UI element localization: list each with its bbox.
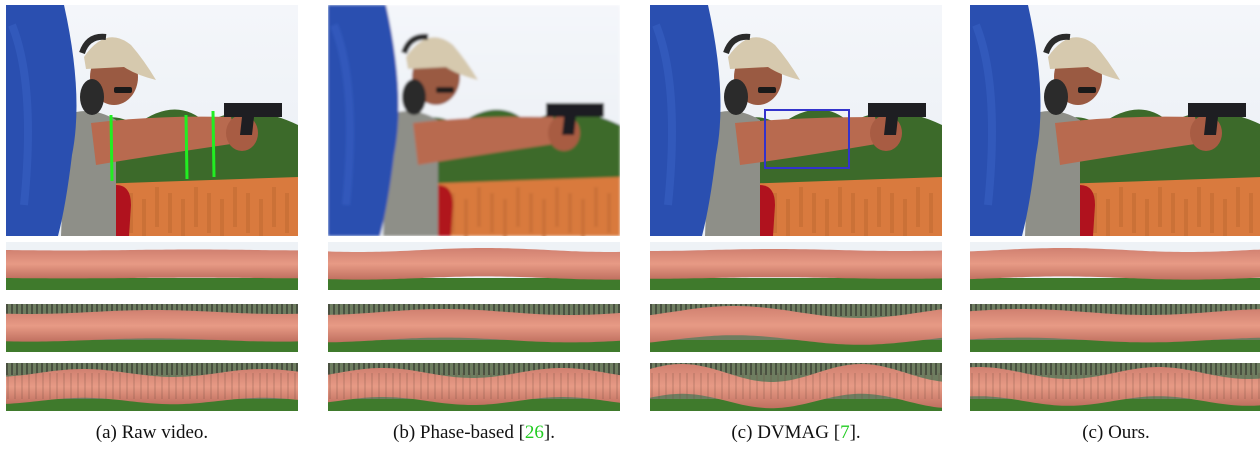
spatiotemporal-slice-3 bbox=[328, 363, 620, 411]
spatiotemporal-slice-3 bbox=[970, 363, 1260, 411]
video-frame bbox=[6, 5, 298, 236]
spatiotemporal-slice-1 bbox=[970, 242, 1260, 290]
spatiotemporal-slice-3 bbox=[650, 363, 942, 411]
panel-raw-video: (a) Raw video. bbox=[6, 0, 298, 451]
spatiotemporal-slice-1 bbox=[6, 242, 298, 290]
citation-link[interactable]: 7 bbox=[840, 422, 850, 443]
video-frame bbox=[650, 5, 942, 236]
citation-link[interactable]: 26 bbox=[524, 422, 544, 443]
panel-caption: (a) Raw video. bbox=[95, 422, 209, 443]
spatiotemporal-slice-2 bbox=[6, 304, 298, 352]
panel-caption: (c) DVMAG [7]. bbox=[731, 422, 861, 443]
panel-phase-based: (b) Phase-based [26]. bbox=[328, 0, 620, 451]
panel-ours: (c) Ours. bbox=[970, 0, 1260, 451]
panel-caption: (c) Ours. bbox=[1082, 422, 1150, 443]
spatiotemporal-slice-3 bbox=[6, 363, 298, 411]
video-frame bbox=[328, 5, 620, 236]
video-frame bbox=[970, 5, 1260, 236]
spatiotemporal-slice-1 bbox=[328, 242, 620, 290]
spatiotemporal-slice-2 bbox=[970, 304, 1260, 352]
panel-dvmag: (c) DVMAG [7]. bbox=[650, 0, 942, 451]
spatiotemporal-slice-2 bbox=[650, 304, 942, 352]
spatiotemporal-slice-2 bbox=[328, 304, 620, 352]
panel-caption: (b) Phase-based [26]. bbox=[393, 422, 555, 443]
spatiotemporal-slice-1 bbox=[650, 242, 942, 290]
